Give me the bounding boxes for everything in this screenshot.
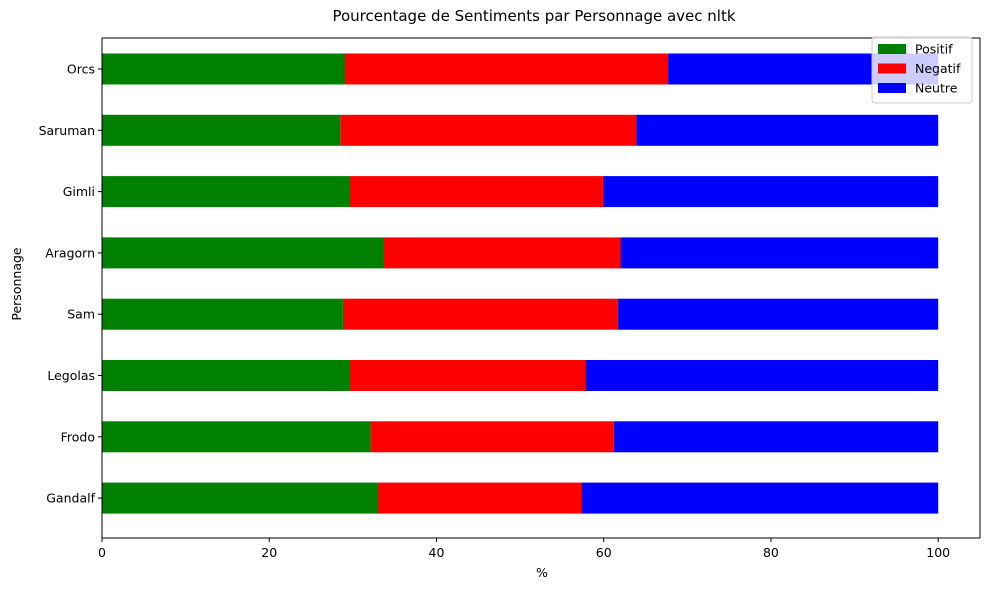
- bar-negatif-aragorn: [382, 237, 621, 269]
- x-tick-label: 60: [596, 545, 612, 560]
- bar-negatif-legolas: [349, 360, 586, 391]
- x-tick-label: 100: [926, 545, 950, 560]
- x-axis-label: %: [536, 565, 548, 580]
- x-tick-label: 80: [763, 545, 779, 560]
- legend-label-positif: Positif: [915, 42, 953, 57]
- bar-positif-sam: [102, 298, 343, 330]
- bar-neutre-frodo: [613, 421, 939, 453]
- bar-positif-gandalf: [102, 482, 378, 514]
- bar-negatif-gandalf: [377, 482, 582, 514]
- bars-layer: [102, 53, 939, 514]
- legend: Positif Negatif Neutre: [871, 36, 973, 104]
- y-tick-label-sam: Sam: [67, 307, 95, 322]
- bar-positif-gimli: [102, 176, 350, 208]
- x-tick-label: 40: [429, 545, 445, 560]
- bar-positif-legolas: [102, 360, 350, 391]
- bar-neutre-gandalf: [581, 482, 939, 514]
- ticks-layer: 0 20 40 60 80 100 Gandalf Frodo Legolas Sam Aragor…: [39, 62, 951, 561]
- bar-positif-orcs: [102, 53, 345, 85]
- chart-title: Pourcentage de Sentiments par Personnage…: [332, 7, 735, 25]
- y-tick-label-aragorn: Aragorn: [45, 245, 95, 260]
- legend-swatch-positif: [878, 44, 906, 54]
- legend-label-negatif: Negatif: [915, 61, 961, 76]
- bar-positif-aragorn: [102, 237, 383, 269]
- axes-layer: [101, 37, 981, 539]
- bar-negatif-saruman: [340, 114, 637, 146]
- bar-neutre-aragorn: [620, 237, 939, 269]
- legend-swatch-negatif: [878, 63, 906, 74]
- bar-neutre-sam: [617, 298, 939, 330]
- y-tick-label-orcs: Orcs: [67, 62, 95, 77]
- y-tick-label-frodo: Frodo: [61, 429, 95, 444]
- y-axis-label: Personnage: [9, 247, 24, 321]
- legend-swatch-neutre: [878, 83, 906, 93]
- bar-negatif-frodo: [370, 421, 614, 453]
- bar-neutre-legolas: [585, 360, 939, 391]
- y-tick-label-gandalf: Gandalf: [46, 491, 95, 506]
- x-tick-label: 0: [98, 545, 106, 560]
- y-tick-label-saruman: Saruman: [39, 123, 95, 138]
- y-tick-label-gimli: Gimli: [63, 184, 95, 199]
- bar-negatif-orcs: [344, 53, 669, 85]
- bar-positif-frodo: [102, 421, 371, 453]
- bar-neutre-gimli: [602, 176, 939, 208]
- legend-label-neutre: Neutre: [915, 81, 958, 96]
- y-tick-label-legolas: Legolas: [47, 368, 95, 383]
- x-tick-label: 20: [261, 545, 277, 560]
- bar-neutre-saruman: [636, 114, 939, 146]
- bar-negatif-sam: [342, 298, 618, 330]
- bar-negatif-gimli: [349, 176, 603, 208]
- bar-positif-saruman: [102, 114, 341, 146]
